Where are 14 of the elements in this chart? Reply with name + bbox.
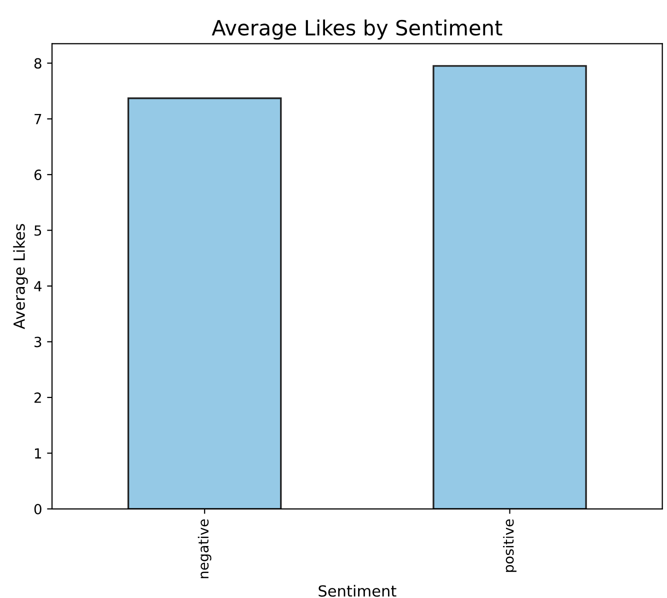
y-tick-label: 2	[34, 392, 41, 403]
x-tick-label: positive	[503, 519, 516, 572]
y-tick-label: 4	[34, 281, 42, 292]
y-tick-label: 1	[34, 448, 42, 458]
x-tick-label: negative	[198, 519, 212, 578]
chart-title: Average Likes by Sentiment	[212, 19, 502, 40]
y-axis-title: Average Likes	[13, 224, 28, 330]
x-axis-title: Sentiment	[318, 584, 396, 597]
y-tick-label: 8	[34, 58, 42, 69]
y-tick-label: 3	[34, 336, 42, 348]
y-tick-label: 6	[34, 170, 42, 180]
y-tick-label: 0	[34, 504, 42, 514]
y-tick-label: 5	[34, 225, 42, 236]
y-tick-label: 7	[34, 114, 42, 124]
